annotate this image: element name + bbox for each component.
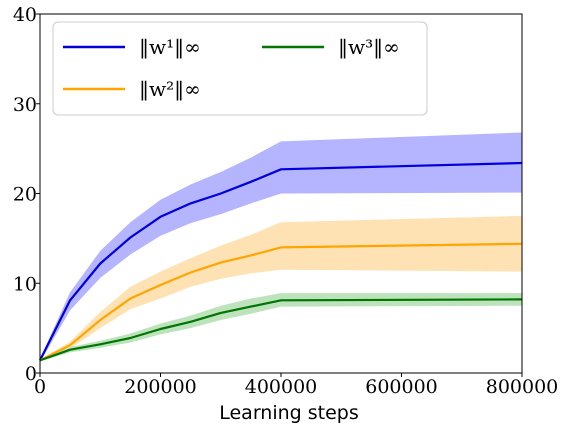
y-tick-label: 20 [13,184,37,206]
legend-label-1: ‖w¹‖∞ [139,35,201,60]
series-1-band [40,132,522,363]
series-3-line [39,298,523,362]
x-tick-label: 400000 [245,376,318,398]
legend-label-2: ‖w²‖∞ [139,77,201,102]
x-tick-label: 200000 [124,376,197,398]
series-2-band [40,215,522,362]
y-tick-label: 0 [25,363,37,385]
x-tick-label: 800000 [486,376,559,398]
y-tick-label: 10 [13,273,37,295]
y-tick-label: 40 [13,4,37,26]
y-tick-label: 30 [13,94,37,116]
series-1-line [39,161,523,361]
x-axis-ticks: 0 200000 400000 600000 800000 [34,373,558,398]
series-lines [39,161,523,362]
series-2-line [39,242,523,362]
legend: ‖w¹‖∞ ‖w²‖∞ ‖w³‖∞ [52,21,428,116]
y-axis-ticks: 0 10 20 30 40 [13,4,40,385]
legend-label-3: ‖w³‖∞ [338,35,400,60]
x-tick-label: 0 [34,376,46,398]
x-axis-label: Learning steps [219,402,359,424]
x-tick-label: 600000 [365,376,438,398]
legend-box [52,21,428,116]
